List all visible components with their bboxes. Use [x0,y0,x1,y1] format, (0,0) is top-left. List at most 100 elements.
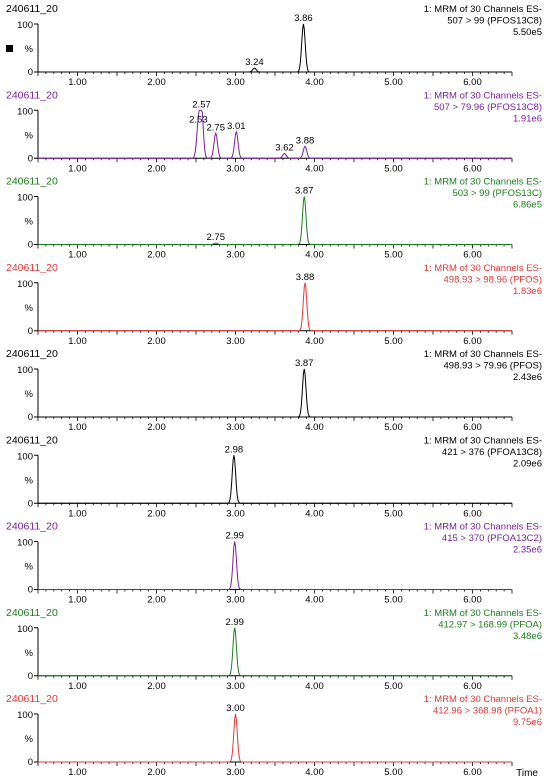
x-tick-label: 1.00 [68,508,87,519]
trace-header-line: 1: MRM of 30 Channels ES- [424,435,542,446]
y-tick-label: 0 [28,153,33,164]
x-tick-label: 4.00 [305,595,324,606]
peak-label: 3.86 [294,13,313,24]
chromatogram-panel-4: 240611_20 1: MRM of 30 Channels ES-498.93… [6,262,542,347]
sample-name: 240611_20 [6,3,58,15]
chromatogram-panel-3: 240611_20 1: MRM of 30 Channels ES-503 > … [6,176,542,261]
x-tick-label: 5.00 [384,422,403,433]
sample-name: 240611_20 [6,348,58,360]
trace-header-line: 2.43e6 [513,372,542,383]
chromatogram-panel-2: 240611_20 1: MRM of 30 Channels ES-507 > … [6,89,542,174]
peak-label: 2.57 [192,99,211,110]
y-tick-label: 0 [28,67,33,78]
y-axis-unit: % [25,217,34,228]
trace-line [38,282,512,332]
trace-header-line: 2.09e6 [513,458,542,469]
y-tick-label: 100 [17,20,33,31]
trace-line [38,23,512,73]
x-tick-label: 5.00 [384,508,403,519]
sample-name: 240611_20 [6,89,58,101]
x-tick-label: 3.00 [226,595,245,606]
y-tick-label: 0 [28,671,33,682]
trace-header-line: 1: MRM of 30 Channels ES- [424,522,542,533]
x-tick-label: 1.00 [68,250,87,261]
trace-header-line: 421 > 376 (PFOA13C8) [442,447,542,458]
y-tick-label: 100 [17,538,33,549]
trace-header-line: 5.50e5 [513,27,542,38]
y-axis-unit: % [25,130,34,141]
x-tick-label: 1.00 [68,336,87,347]
trace-header-line: 412.97 > 168.99 (PFOA) [438,619,542,630]
trace-header-line: 6.86e5 [513,200,542,211]
y-axis-unit: % [25,44,34,55]
x-tick-label: 1.00 [68,422,87,433]
y-axis-unit: % [25,562,34,573]
sample-name: 240611_20 [6,521,58,533]
x-tick-label: 4.00 [305,336,324,347]
trace-header-line: 1: MRM of 30 Channels ES- [424,349,542,360]
peak-label: 3.01 [227,121,246,132]
y-axis-unit: % [25,389,34,400]
trace-line [38,627,512,677]
peak-label: 3.87 [295,186,314,197]
sample-name: 240611_20 [6,262,58,274]
y-axis-unit: % [25,303,34,314]
y-tick-label: 0 [28,757,33,768]
x-tick-label: 6.00 [463,595,482,606]
trace-header-line: 1: MRM of 30 Channels ES- [424,90,542,101]
trace-header-line: 415 > 370 (PFOA13C2) [442,533,542,544]
y-tick-label: 0 [28,585,33,596]
x-tick-label: 1.00 [68,681,87,692]
x-tick-label: 2.00 [147,77,166,88]
x-tick-label: 6.00 [463,77,482,88]
x-tick-label: 2.00 [147,163,166,174]
peak-label: 3.87 [295,358,314,369]
y-tick-label: 100 [17,624,33,635]
x-tick-label: 2.00 [147,767,166,778]
x-tick-label: 6.00 [463,681,482,692]
x-tick-label: 3.00 [226,767,245,778]
trace-line [38,713,512,763]
chromatogram-panel-6: 240611_20 1: MRM of 30 Channels ES-421 > … [6,434,542,519]
x-tick-label: 5.00 [384,681,403,692]
trace-line [38,368,512,418]
x-tick-label: 1.00 [68,767,87,778]
peak-label: 2.99 [225,617,244,628]
trace-line [38,196,512,245]
trace-header-line: 1: MRM of 30 Channels ES- [424,608,542,619]
y-tick-label: 100 [17,451,33,462]
sample-name: 240611_20 [6,434,58,446]
x-tick-label: 3.00 [226,681,245,692]
sample-name: 240611_20 [6,607,58,619]
trace-header-line: 1: MRM of 30 Channels ES- [424,263,542,274]
x-tick-label: 2.00 [147,508,166,519]
y-axis-unit: % [25,734,34,745]
y-tick-label: 0 [28,240,33,251]
x-tick-label: 6.00 [463,250,482,261]
x-tick-label: 2.00 [147,595,166,606]
x-tick-label: 4.00 [305,77,324,88]
trace-header-line: 1: MRM of 30 Channels ES- [424,4,542,15]
trace-header-line: 498.93 > 79.96 (PFOS) [444,361,543,372]
x-tick-label: 2.00 [147,422,166,433]
x-tick-label: 1.00 [68,77,87,88]
x-tick-label: 3.00 [226,508,245,519]
x-tick-label: 3.00 [226,250,245,261]
x-tick-label: 2.00 [147,336,166,347]
y-tick-label: 0 [28,498,33,509]
peak-label: 2.98 [225,444,244,455]
y-tick-label: 100 [17,193,33,204]
peak-label: 3.00 [226,703,245,714]
x-tick-label: 6.00 [463,163,482,174]
x-tick-label: 4.00 [305,422,324,433]
x-tick-label: 5.00 [384,336,403,347]
x-tick-label: 4.00 [305,163,324,174]
time-axis-label: Time [516,768,538,779]
trace-header-line: 498.93 > 98.96 (PFOS) [444,274,543,285]
chromatogram-panel-7: 240611_20 1: MRM of 30 Channels ES-415 > … [6,521,542,606]
trace-line [38,455,512,504]
trace-header-line: 412.96 > 368.98 (PFOA1) [433,706,542,717]
chromatogram-panel-8: 240611_20 1: MRM of 30 Channels ES-412.97… [6,607,542,692]
peak-label: 3.24 [245,57,264,68]
x-tick-label: 3.00 [226,77,245,88]
